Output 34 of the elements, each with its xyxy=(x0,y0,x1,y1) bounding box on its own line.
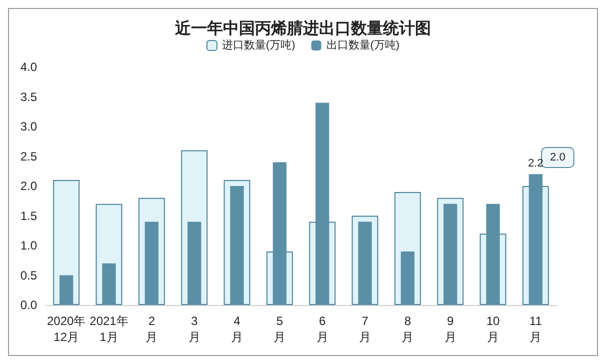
x-tick-label: 4月 xyxy=(231,314,243,344)
chart-title: 近一年中国丙烯腈进出口数量统计图 xyxy=(174,18,431,38)
legend-label: 出口数量(万吨) xyxy=(326,38,400,52)
y-tick-label: 1.5 xyxy=(20,208,38,223)
legend-label: 进口数量(万吨) xyxy=(222,38,296,52)
y-tick-label: 4.0 xyxy=(20,60,38,74)
x-tick-label: 7月 xyxy=(359,314,371,344)
y-tick-label: 3.0 xyxy=(20,120,38,134)
y-tick-label: 1.0 xyxy=(20,238,38,252)
bar xyxy=(400,251,414,305)
bar xyxy=(102,263,116,305)
data-label: 2.0 xyxy=(550,152,566,164)
x-tick-label: 2020年12月 xyxy=(46,314,86,344)
x-tick-label: 10月 xyxy=(486,314,500,344)
y-tick-label: 2.0 xyxy=(20,179,38,193)
x-tick-label: 9月 xyxy=(444,314,456,344)
x-tick-label: 5月 xyxy=(274,314,286,344)
x-tick-label: 2月 xyxy=(146,314,158,344)
x-tick-label: 6月 xyxy=(316,314,328,344)
bar xyxy=(144,222,158,305)
x-tick-label: 11月 xyxy=(529,314,542,344)
bar xyxy=(60,275,74,305)
y-tick-label: 0.5 xyxy=(20,268,38,282)
bar xyxy=(272,162,286,305)
bar xyxy=(528,174,542,305)
bar xyxy=(316,102,330,305)
x-tick-label: 8月 xyxy=(402,314,414,344)
y-tick-label: 3.5 xyxy=(20,90,38,104)
x-tick-label: 3月 xyxy=(188,314,200,344)
y-tick-label: 0.0 xyxy=(20,298,38,312)
bar xyxy=(188,222,202,305)
bar xyxy=(486,204,500,305)
y-tick-label: 2.5 xyxy=(20,149,38,164)
x-tick-label: 2021年1月 xyxy=(90,314,128,344)
